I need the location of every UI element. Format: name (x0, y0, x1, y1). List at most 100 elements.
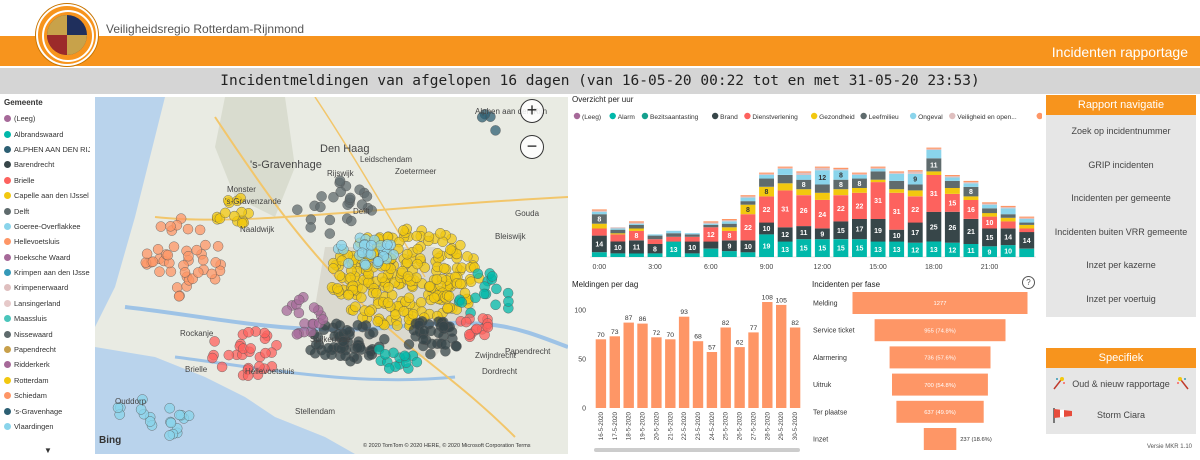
map-incident-marker[interactable] (335, 186, 346, 198)
map-incident-marker[interactable] (182, 223, 194, 235)
legend-item[interactable]: Vlaardingen (4, 419, 90, 434)
hourly-bar-segment[interactable] (889, 189, 905, 193)
hourly-bar-segment[interactable] (926, 171, 942, 175)
map-incident-marker[interactable] (305, 344, 316, 356)
map-incident-marker[interactable] (207, 352, 218, 364)
map-incident-marker[interactable] (366, 205, 377, 216)
map-incident-marker[interactable] (328, 263, 339, 274)
hourly-bar-segment[interactable] (629, 221, 644, 223)
map-incident-marker[interactable] (451, 341, 462, 352)
nav-outside-vrr-button[interactable]: Incidenten buiten VRR gemeente (1054, 226, 1188, 237)
hourly-bar-segment[interactable] (796, 189, 812, 196)
hourly-bar-segment[interactable] (944, 188, 960, 194)
hourly-bar-segment[interactable] (703, 221, 719, 223)
hourly-bar-segment[interactable] (870, 182, 886, 219)
hourly-bar-segment[interactable] (1000, 205, 1016, 208)
map-incident-marker[interactable] (439, 263, 450, 274)
hourly-bar-segment[interactable] (591, 235, 607, 253)
map-incident-marker[interactable] (259, 327, 270, 339)
hourly-bar-segment[interactable] (740, 195, 756, 197)
hourly-bar-segment[interactable] (982, 213, 997, 217)
hourly-bar-segment[interactable] (721, 219, 737, 221)
map-incident-marker[interactable] (210, 257, 221, 268)
map-incident-marker[interactable] (398, 225, 409, 236)
map-incident-marker[interactable] (471, 323, 482, 335)
daily-bar[interactable] (609, 336, 620, 408)
map-incident-marker[interactable] (345, 192, 356, 204)
map-incident-marker[interactable] (435, 228, 446, 239)
legend-item[interactable]: Barendrecht (4, 157, 90, 172)
hourly-bar-segment[interactable] (666, 230, 682, 234)
legend-item[interactable]: Rotterdam (4, 373, 90, 388)
map-incident-marker[interactable] (366, 240, 377, 251)
map-incident-marker[interactable] (399, 350, 410, 361)
hourly-bar-segment[interactable] (629, 228, 644, 231)
map-incident-marker[interactable] (192, 267, 204, 278)
map-incident-marker[interactable] (152, 244, 164, 255)
legend-scroll-down-icon[interactable]: ▼ (44, 446, 52, 455)
map-incident-marker[interactable] (360, 259, 371, 271)
legend-item[interactable]: Hoeksche Waard (4, 250, 90, 265)
map-incident-marker[interactable] (194, 224, 206, 236)
map-incident-marker[interactable] (402, 271, 414, 282)
map-incident-marker[interactable] (411, 356, 423, 368)
hourly-bar-segment[interactable] (1019, 217, 1035, 219)
hourly-bar-segment[interactable] (703, 223, 719, 225)
map-incident-marker[interactable] (403, 339, 415, 350)
hourly-bar-segment[interactable] (870, 171, 886, 180)
map-incident-marker[interactable] (470, 292, 481, 304)
hourly-bar-segment[interactable] (1019, 216, 1035, 218)
map-incident-marker[interactable] (220, 207, 231, 219)
hourly-bar-segment[interactable] (907, 222, 923, 243)
hourly-bar-segment[interactable] (907, 173, 923, 185)
hourly-bar-segment[interactable] (814, 239, 830, 257)
hourly-bar-segment[interactable] (591, 223, 607, 229)
hourly-bar-segment[interactable] (852, 172, 867, 174)
hourly-bar-segment[interactable] (796, 179, 812, 190)
hourly-bar-segment[interactable] (610, 227, 626, 229)
hourly-bar-segment[interactable] (944, 211, 960, 243)
hourly-bar-segment[interactable] (833, 221, 849, 240)
hourly-bar-segment[interactable] (926, 150, 942, 159)
map-incident-marker[interactable] (446, 326, 458, 338)
legend-item[interactable]: Krimpen aan den IJssel (4, 265, 90, 280)
map-incident-marker[interactable] (165, 266, 177, 277)
map-incident-marker[interactable] (147, 256, 159, 267)
hourly-bar-segment[interactable] (963, 183, 979, 187)
hourly-bar-segment[interactable] (647, 235, 663, 240)
hourly-bar-segment[interactable] (814, 228, 830, 240)
map-incident-marker[interactable] (293, 294, 305, 306)
map-incident-marker[interactable] (363, 350, 375, 361)
storm-ciara-button[interactable]: Storm Ciara (1046, 399, 1196, 430)
hourly-bar-segment[interactable] (1000, 207, 1016, 209)
hourly-bar-segment[interactable] (870, 166, 886, 168)
hourly-bar-segment[interactable] (759, 175, 774, 179)
map-incident-marker[interactable] (432, 247, 443, 259)
hourly-bar-segment[interactable] (684, 233, 700, 235)
map-incident-marker[interactable] (141, 248, 153, 260)
hourly-bar-segment[interactable] (777, 227, 793, 242)
hourly-bar-segment[interactable] (982, 228, 997, 247)
map-incident-marker[interactable] (281, 305, 293, 316)
map-incident-marker[interactable] (162, 249, 174, 261)
hourly-bar-segment[interactable] (982, 202, 997, 204)
map-incident-marker[interactable] (324, 228, 336, 239)
legend-item[interactable]: Nissewaard (4, 326, 90, 341)
map-incident-marker[interactable] (323, 342, 334, 354)
map-incident-marker[interactable] (372, 316, 383, 327)
hourly-bar-segment[interactable] (870, 219, 886, 242)
map-incident-marker[interactable] (191, 244, 203, 256)
hourly-bar-segment[interactable] (647, 239, 663, 244)
nav-per-municipality-button[interactable]: Incidenten per gemeente (1071, 193, 1171, 203)
hourly-bar-segment[interactable] (833, 195, 849, 222)
map-incident-marker[interactable] (383, 282, 394, 293)
hourly-bar-segment[interactable] (1019, 219, 1035, 223)
map-incident-marker[interactable] (346, 215, 357, 227)
hourly-bar-segment[interactable] (759, 178, 774, 187)
daily-bar[interactable] (665, 339, 676, 408)
map-incident-marker[interactable] (380, 349, 391, 360)
hourly-bar-segment[interactable] (796, 172, 812, 175)
hourly-bar-segment[interactable] (721, 230, 737, 241)
hourly-bar-segment[interactable] (721, 251, 737, 257)
hourly-bar-segment[interactable] (963, 219, 979, 244)
